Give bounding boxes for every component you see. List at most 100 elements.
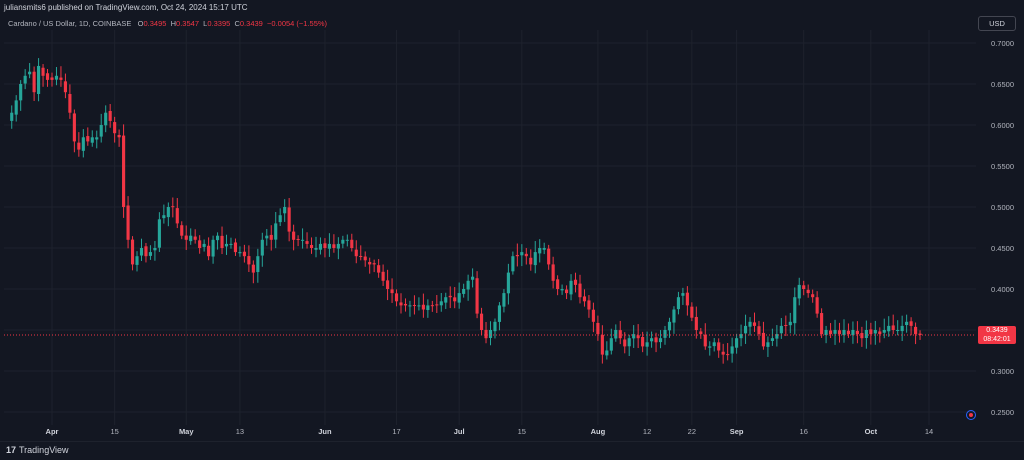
candle-body — [596, 322, 600, 335]
candle — [126, 196, 130, 249]
candle — [735, 333, 739, 354]
candle — [708, 341, 712, 356]
candle-body — [855, 330, 859, 335]
candle-body — [332, 244, 336, 248]
candle — [497, 302, 502, 331]
x-tick-label: 13 — [236, 427, 244, 436]
candle — [135, 251, 139, 272]
candle — [493, 318, 497, 339]
candle-body — [627, 338, 631, 347]
candle-body — [117, 134, 121, 138]
candle-body — [81, 137, 85, 151]
candle-body — [372, 263, 376, 265]
candle-body — [77, 142, 81, 150]
candle-body — [672, 309, 676, 323]
candle — [207, 237, 211, 261]
candle — [565, 285, 569, 300]
flag-icon[interactable] — [966, 410, 976, 420]
candle — [305, 232, 309, 249]
candle-body — [582, 296, 587, 302]
candle — [23, 69, 27, 90]
candle — [811, 289, 815, 303]
candle-body — [497, 305, 502, 322]
candle — [81, 129, 85, 158]
candle — [421, 293, 425, 318]
candle — [457, 282, 461, 309]
time-axis[interactable]: Apr 15 May 13 Jun 17 Jul 15 Aug 12 22 Sep 16 Oct 14 — [46, 427, 934, 436]
candle-body — [614, 330, 618, 339]
candle — [28, 63, 32, 79]
candle — [296, 235, 300, 247]
candle — [283, 199, 287, 222]
currency-button[interactable]: USD — [978, 16, 1016, 31]
tradingview-brand: TradingView — [19, 445, 69, 455]
candle — [439, 293, 443, 312]
candle — [363, 251, 367, 267]
candle-body — [394, 293, 399, 302]
candle-body — [162, 215, 166, 219]
candle — [650, 331, 654, 348]
candle — [19, 80, 23, 111]
candle — [654, 332, 658, 353]
candle — [336, 237, 340, 260]
candle — [251, 260, 255, 284]
candle — [323, 238, 327, 258]
candle-body — [50, 77, 54, 80]
price-axis[interactable]: 0.7000 0.6500 0.6000 0.5500 0.5000 0.4500 0.40… — [991, 39, 1014, 417]
candle-body — [788, 321, 792, 326]
candle — [802, 280, 806, 296]
candle-body — [712, 342, 716, 347]
candle-body — [86, 136, 90, 142]
candle-body — [166, 207, 170, 218]
candle-body — [153, 248, 157, 251]
x-tick-label: 15 — [110, 427, 118, 436]
candle — [41, 64, 45, 87]
candle — [551, 256, 555, 289]
candle-body — [650, 338, 654, 342]
publisher-line: juliansmits6 published on TradingView.co… — [4, 3, 248, 12]
candle-body — [864, 330, 868, 338]
symbol-title[interactable]: Cardano / US Dollar, 1D, COINBASE — [8, 19, 132, 28]
candle-body — [860, 333, 864, 339]
candle-body — [560, 289, 564, 291]
candle-body — [779, 325, 783, 334]
candle-body — [126, 205, 130, 240]
candle-body — [327, 243, 331, 249]
close-label: C — [234, 19, 240, 28]
candle — [471, 268, 475, 288]
candle — [274, 212, 278, 249]
candle-body — [287, 207, 291, 232]
candle — [54, 67, 59, 86]
candle — [618, 320, 622, 345]
candle-body — [412, 305, 416, 307]
y-tick-label: 0.5000 — [991, 203, 1014, 212]
candle-body — [735, 338, 739, 348]
candle — [224, 234, 229, 255]
candle — [256, 248, 260, 283]
candle-body — [99, 125, 103, 137]
candle-body — [435, 304, 439, 306]
candle-body — [309, 245, 314, 248]
low-label: L — [203, 19, 208, 28]
symbol-legend[interactable]: Cardano / US Dollar, 1D, COINBASE O0.349… — [8, 19, 327, 28]
candle — [627, 334, 631, 356]
candle-body — [23, 75, 27, 84]
candle-body — [189, 235, 193, 242]
tradingview-logo[interactable]: 17 TradingView — [6, 445, 69, 455]
candle-body — [305, 241, 309, 244]
y-tick-label: 0.7000 — [991, 39, 1014, 48]
candle — [502, 289, 506, 313]
candle — [368, 257, 372, 274]
candle-body — [694, 316, 698, 330]
candle-body — [399, 302, 403, 306]
candle-body — [842, 330, 846, 336]
candle-body — [703, 334, 707, 347]
candle-body — [529, 257, 533, 265]
candle-body — [59, 77, 63, 80]
candle — [721, 343, 725, 364]
candle-body — [184, 235, 188, 240]
candle-body — [676, 297, 680, 310]
y-tick-label: 0.3000 — [991, 367, 1014, 376]
candle-body — [587, 300, 591, 310]
